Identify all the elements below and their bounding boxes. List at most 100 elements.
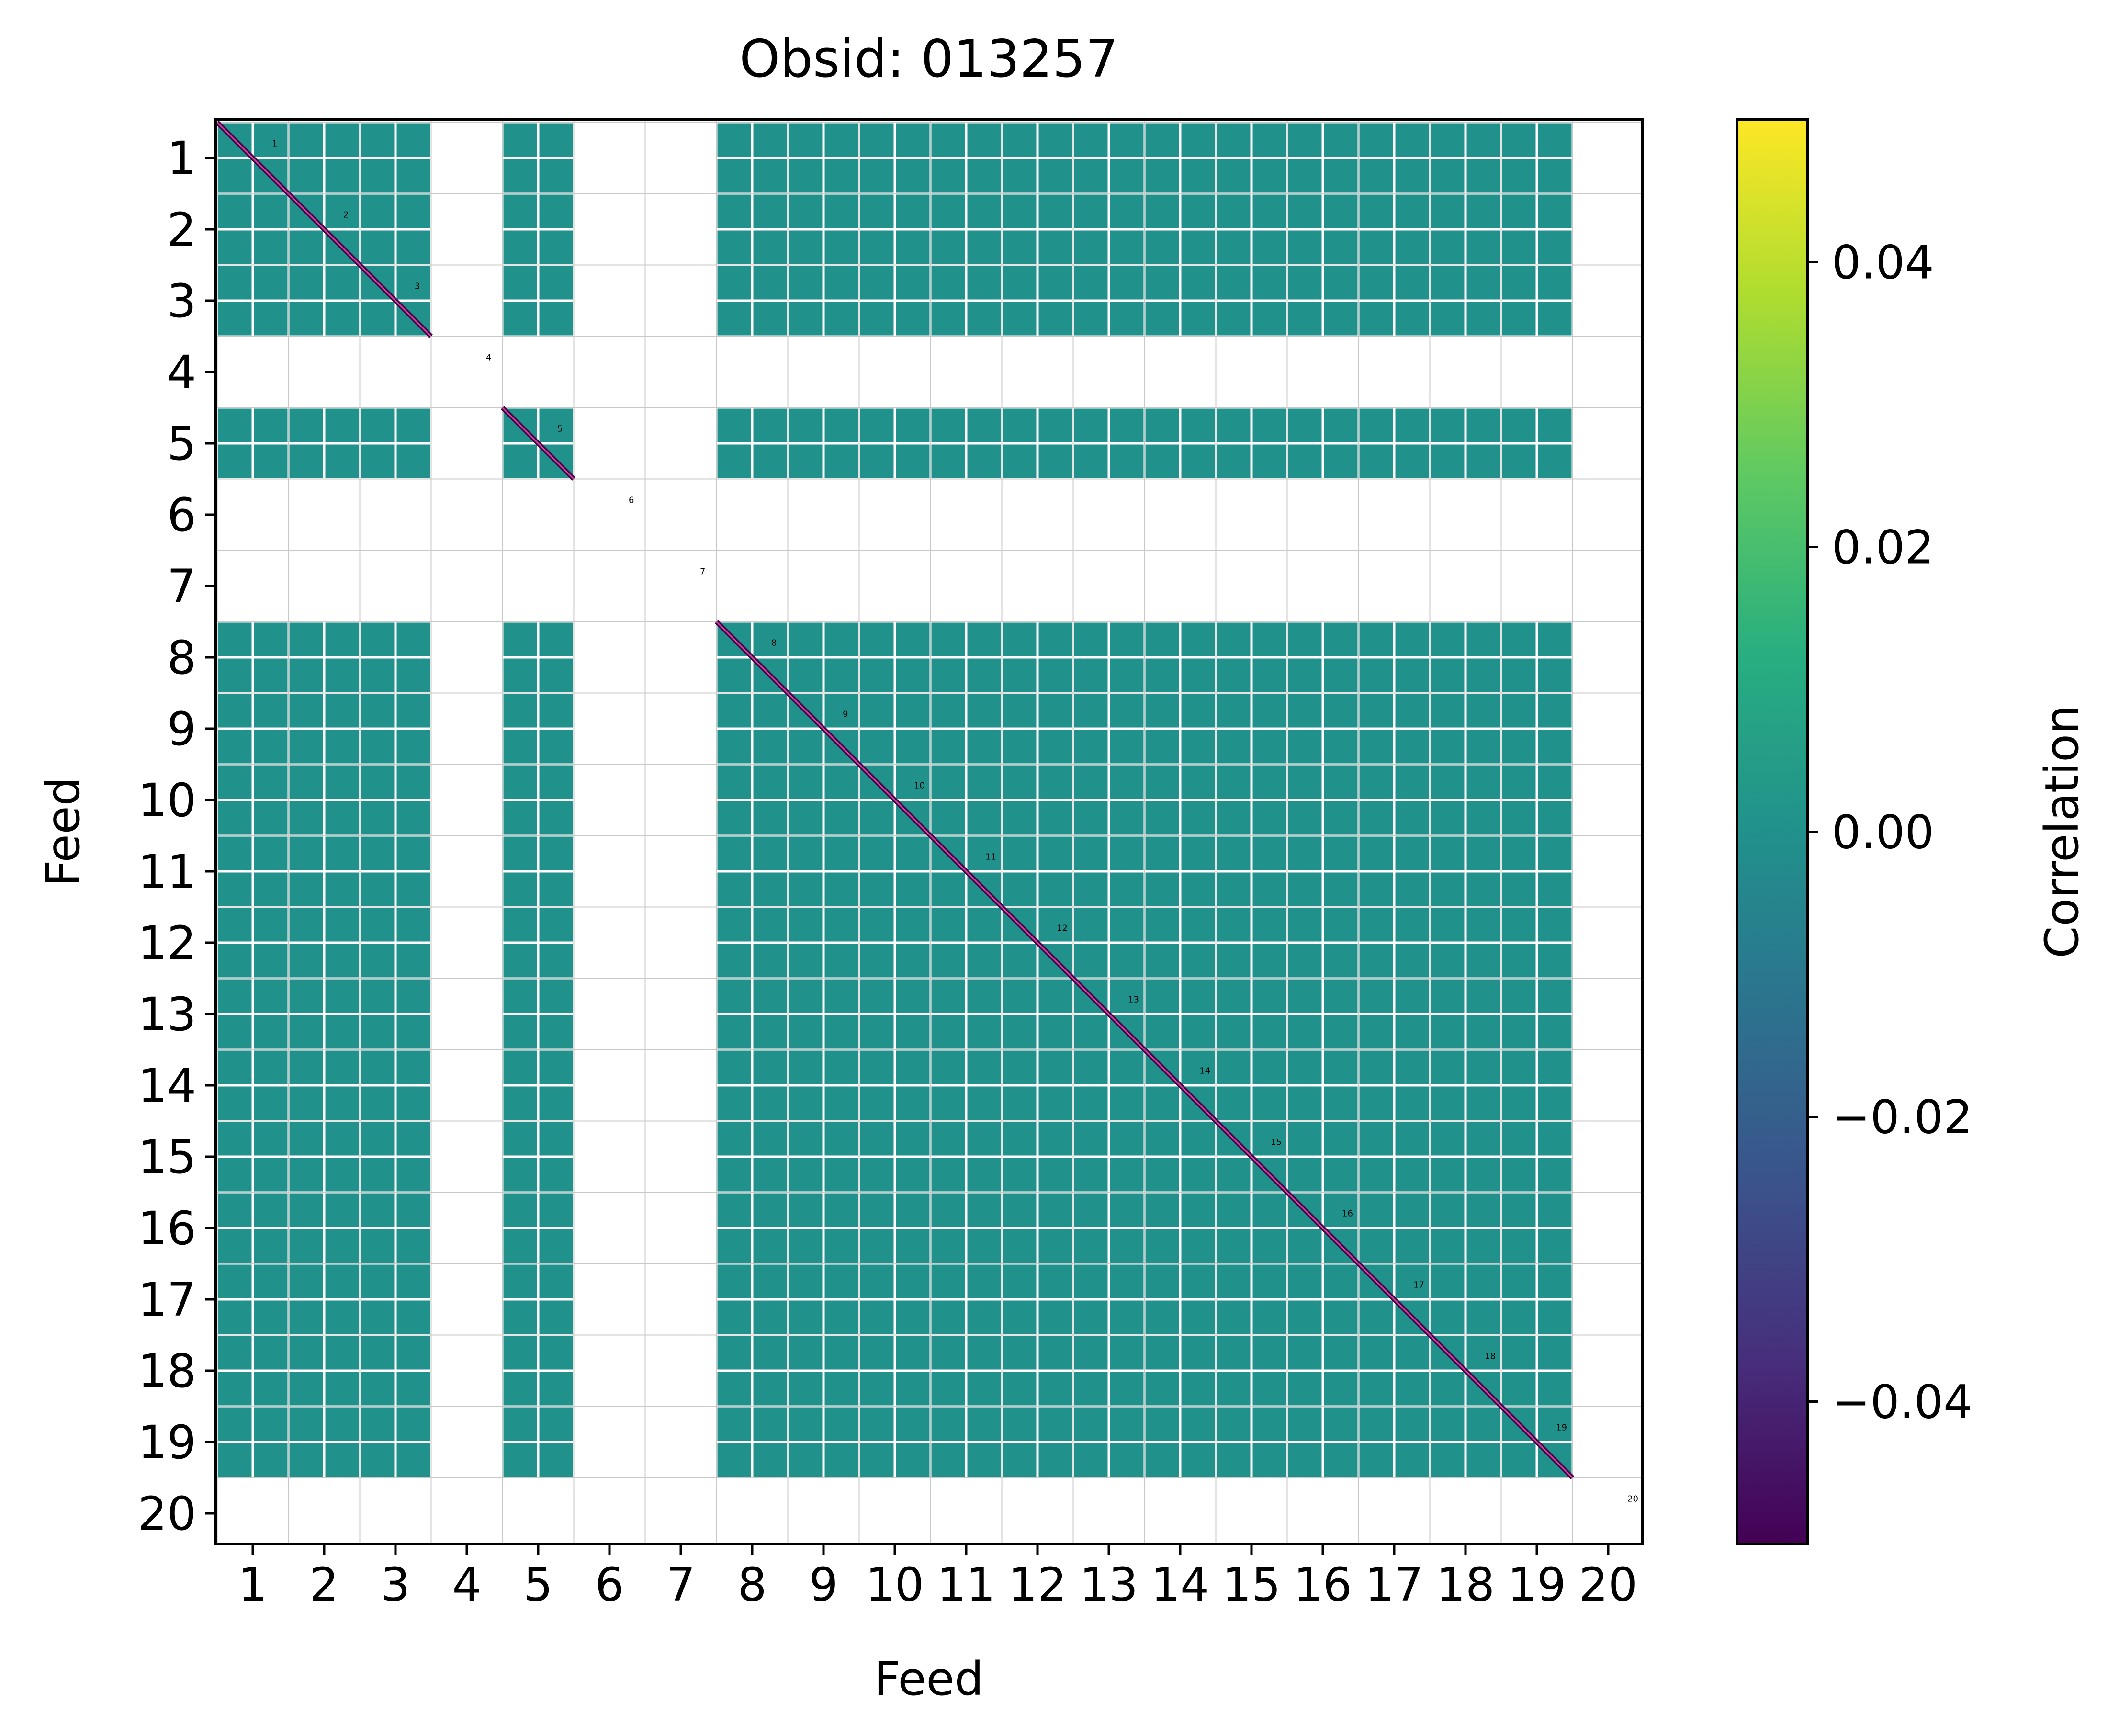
diagonal-feed-label: 12 [1057, 924, 1068, 934]
colorbar-tick-label: −0.02 [1832, 1091, 1973, 1144]
x-tick-label: 14 [1151, 1558, 1209, 1612]
heatmap-cell [858, 1334, 932, 1408]
heatmap-cell [1286, 620, 1360, 694]
heatmap-cell [359, 1405, 432, 1479]
heatmap-cell [1357, 1334, 1431, 1408]
heatmap-cell [1143, 1263, 1217, 1336]
heatmap-cell [287, 620, 361, 694]
diagonal-feed-label: 14 [1199, 1066, 1210, 1076]
heatmap-cell [858, 1191, 932, 1265]
heatmap-cell [1215, 1405, 1288, 1479]
heatmap-cell [1357, 620, 1431, 694]
diagonal-highlight [1215, 1120, 1288, 1193]
heatmap-cell [359, 406, 432, 480]
diagonal-feed-label: 5 [557, 424, 563, 434]
x-tick-label: 17 [1365, 1558, 1423, 1612]
diagonal-highlight [288, 193, 361, 266]
heatmap-cell [1072, 1405, 1146, 1479]
heatmap-cell [929, 906, 1003, 980]
heatmap-cell [1072, 620, 1146, 694]
heatmap-cell [858, 692, 932, 766]
heatmap-cell [501, 1405, 575, 1479]
heatmap-cell [1500, 121, 1574, 195]
heatmap-cell [929, 406, 1003, 480]
diagonal-feed-label: 19 [1556, 1423, 1567, 1433]
heatmap-cell [715, 264, 789, 338]
heatmap-cell [216, 1334, 290, 1408]
heatmap-cell [1143, 1334, 1217, 1408]
diagonal-highlight [716, 621, 789, 694]
y-tick-label: 16 [138, 1202, 196, 1255]
heatmap-cell [1001, 692, 1074, 766]
heatmap-cell [1357, 906, 1431, 980]
heatmap-cell [287, 906, 361, 980]
heatmap-cell [1143, 834, 1217, 908]
heatmap-cell [1143, 264, 1217, 338]
x-tick-label: 2 [309, 1558, 338, 1612]
heatmap-cell [1500, 406, 1574, 480]
heatmap-cell [715, 692, 789, 766]
y-tick-label: 14 [138, 1059, 196, 1113]
heatmap-cell [1215, 121, 1288, 195]
heatmap-cell [1286, 406, 1360, 480]
diagonal-feed-label: 11 [985, 852, 996, 862]
heatmap-cell [715, 763, 789, 837]
x-tick-label: 12 [1008, 1558, 1067, 1612]
heatmap-cell [1215, 1048, 1288, 1122]
heatmap-cell [787, 264, 860, 338]
heatmap-cell [1429, 406, 1502, 480]
heatmap-cell [1500, 620, 1574, 694]
heatmap-cell [787, 834, 860, 908]
heatmap-cell [1001, 264, 1074, 338]
heatmap-cell [501, 264, 575, 338]
heatmap-cell [1001, 1405, 1074, 1479]
heatmap-cell [359, 620, 432, 694]
heatmap-cell [1429, 1263, 1502, 1336]
heatmap-cell [1357, 192, 1431, 266]
heatmap-cell [715, 192, 789, 266]
diagonal-feed-label: 13 [1128, 995, 1139, 1005]
heatmap-cell [715, 977, 789, 1051]
y-tick-label: 10 [138, 774, 196, 827]
heatmap-cell [787, 977, 860, 1051]
heatmap-cell [1143, 906, 1217, 980]
heatmap-cell [715, 834, 789, 908]
diagonal-feed-label: 3 [415, 282, 420, 292]
heatmap-cell [1215, 620, 1288, 694]
heatmap-cell [1286, 1120, 1360, 1194]
heatmap-cell [1072, 763, 1146, 837]
heatmap-cell [929, 1048, 1003, 1122]
heatmap-cell [929, 264, 1003, 338]
heatmap-cell [1286, 692, 1360, 766]
diagonal-feed-label: 2 [343, 210, 349, 220]
heatmap-cell [216, 1191, 290, 1265]
heatmap-cell [1500, 192, 1574, 266]
heatmap-cell [1500, 1263, 1574, 1336]
heatmap-cell [1001, 121, 1074, 195]
heatmap-cell [858, 1405, 932, 1479]
y-tick-label: 4 [167, 346, 196, 399]
heatmap-cell [715, 906, 789, 980]
colorbar [1736, 118, 1809, 1545]
heatmap-cell [1072, 1191, 1146, 1265]
heatmap-cell [1215, 406, 1288, 480]
heatmap-cell [858, 1120, 932, 1194]
heatmap-cell [1215, 977, 1288, 1051]
x-tick-label: 13 [1080, 1558, 1138, 1612]
heatmap-cell [216, 1048, 290, 1122]
heatmap-cell [1143, 763, 1217, 837]
y-tick-label: 15 [138, 1130, 196, 1184]
heatmap-cell [287, 1191, 361, 1265]
heatmap-cell [1500, 977, 1574, 1051]
heatmap-cell [787, 906, 860, 980]
heatmap-cell [1215, 763, 1288, 837]
diagonal-highlight [1500, 1406, 1573, 1478]
y-tick-label: 19 [138, 1416, 196, 1469]
heatmap-cell [216, 406, 290, 480]
heatmap-cell [501, 763, 575, 837]
heatmap-cell [359, 692, 432, 766]
heatmap-cell [1429, 834, 1502, 908]
diagonal-feed-label: 15 [1271, 1138, 1282, 1148]
diagonal-highlight [1001, 906, 1074, 979]
heatmap-cell [1001, 763, 1074, 837]
